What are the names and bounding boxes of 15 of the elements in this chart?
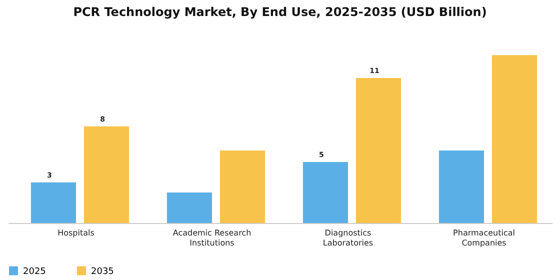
- legend-label: 2025: [23, 266, 46, 277]
- x-tick-label: Diagnostics Laboratories: [322, 228, 374, 248]
- bar: [438, 150, 484, 223]
- bar: [492, 55, 538, 223]
- x-tick-label: Hospitals: [58, 228, 94, 238]
- bar: [302, 162, 348, 223]
- bar: [30, 182, 76, 223]
- bar: [356, 78, 402, 223]
- bar: [166, 192, 212, 223]
- x-tick-label: Pharmaceutical Companies: [453, 228, 515, 248]
- bar: [220, 150, 266, 223]
- legend-label: 2035: [91, 266, 114, 277]
- x-tick-label: Academic Research Institutions: [172, 228, 252, 248]
- bar: [84, 126, 130, 223]
- chart-title: PCR Technology Market, By End Use, 2025-2035 (USD Billion): [73, 5, 487, 19]
